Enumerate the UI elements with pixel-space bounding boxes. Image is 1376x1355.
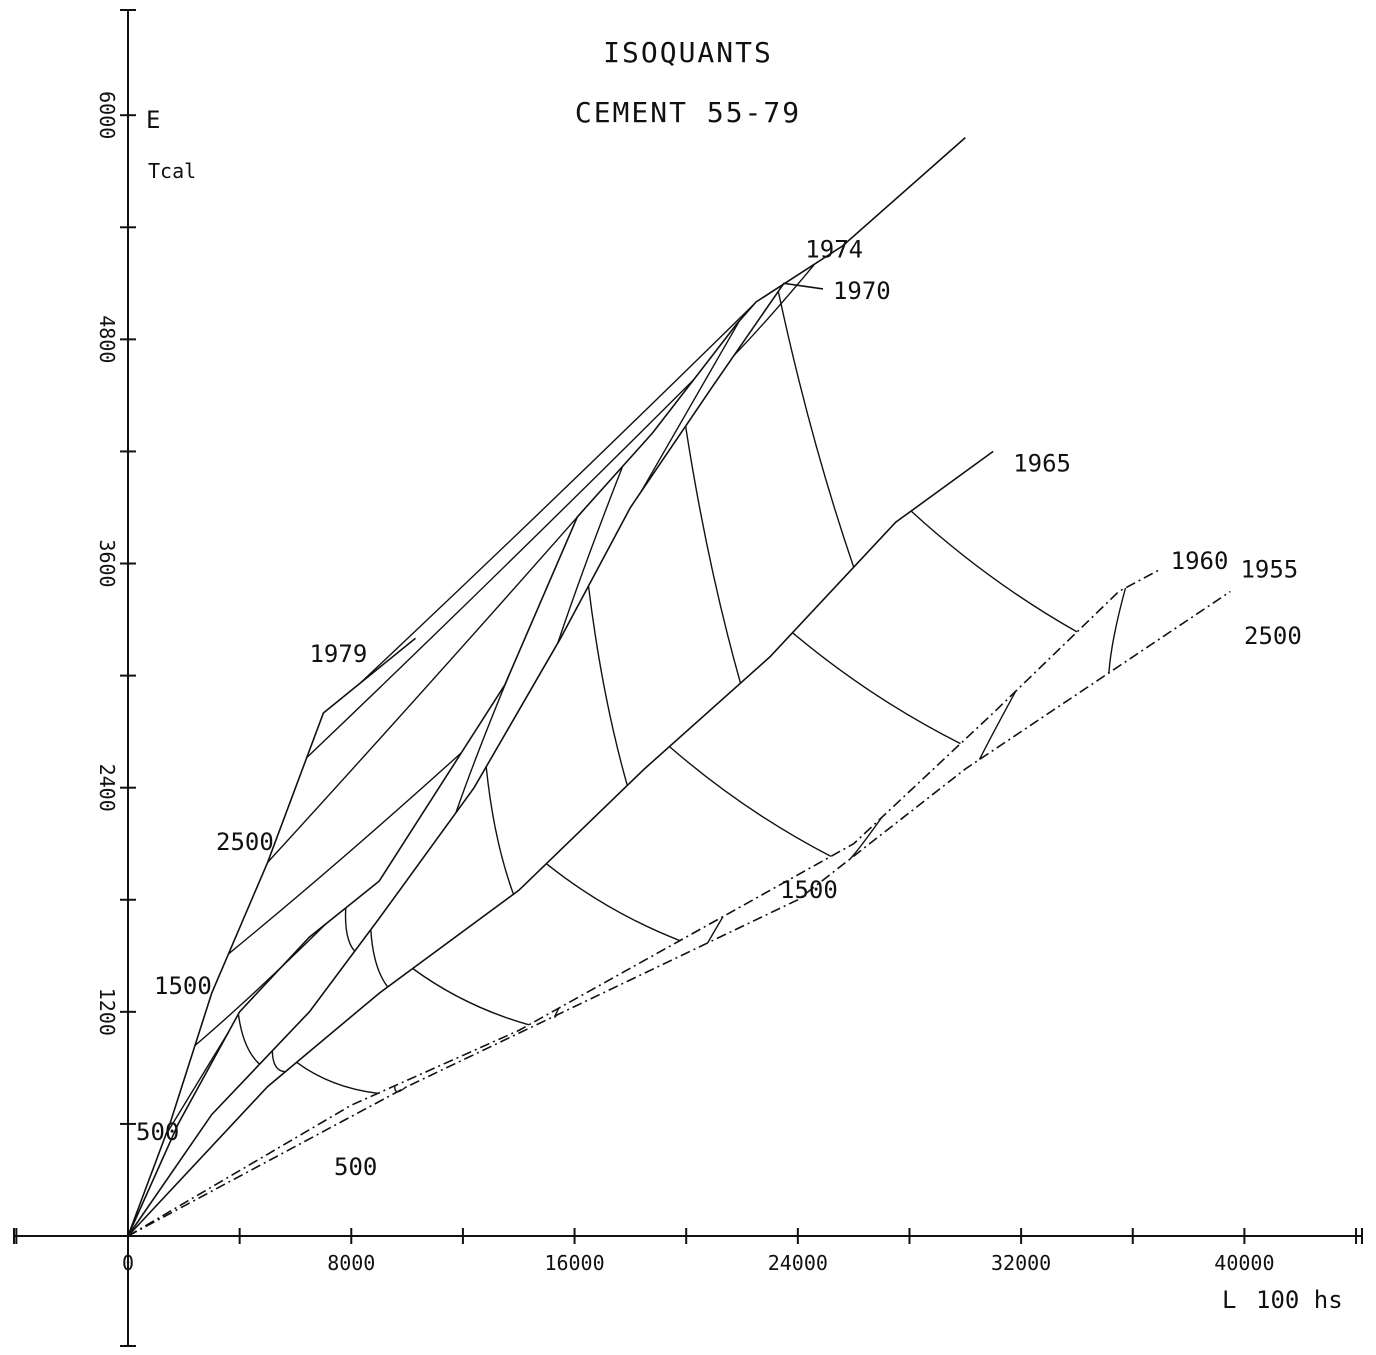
isoquant-curve bbox=[370, 929, 389, 988]
isoquant-label: 500 bbox=[136, 1118, 179, 1146]
series-line-1974 bbox=[127, 137, 966, 1237]
isoquant-curve bbox=[412, 967, 530, 1026]
isoquant-curve bbox=[554, 1007, 560, 1018]
isoquant-curve bbox=[669, 746, 832, 858]
isoquant-curve bbox=[910, 510, 1078, 633]
x-tick-label: 32000 bbox=[991, 1251, 1051, 1275]
y-tick-label: 2400 bbox=[95, 764, 119, 812]
isoquant-label: 2500 bbox=[1244, 622, 1302, 650]
series-label-1955: 1955 bbox=[1240, 556, 1298, 584]
isoquant-curve bbox=[296, 1061, 378, 1094]
x-tick-label: 16000 bbox=[544, 1251, 604, 1275]
isoquant-curve bbox=[587, 585, 628, 786]
x-axis-unit: 100 hs bbox=[1256, 1286, 1343, 1314]
series-label-1979: 1979 bbox=[309, 640, 367, 668]
isoquant-curve bbox=[359, 303, 755, 684]
isoquant-labels: 500 500 1500 1500 2500 2500 bbox=[136, 622, 1302, 1181]
y-tick-label: 6000 bbox=[95, 91, 119, 139]
series-label-1970: 1970 bbox=[833, 277, 891, 305]
isoquant-label: 2500 bbox=[216, 828, 274, 856]
series-lines bbox=[127, 137, 1231, 1237]
series-label-1965: 1965 bbox=[1013, 449, 1071, 477]
axes bbox=[13, 9, 1363, 1347]
isoquant-curve bbox=[228, 752, 462, 955]
chart-subtitle: CEMENT 55-79 bbox=[575, 96, 801, 129]
x-ticks: 0 8000 16000 24000 32000 40000 bbox=[15, 1228, 1358, 1275]
isoquant-curve bbox=[194, 923, 327, 1047]
y-tick-label: 3600 bbox=[95, 539, 119, 587]
y-tick-label: 4800 bbox=[95, 315, 119, 363]
y-tick-label: 1200 bbox=[95, 988, 119, 1036]
isoquant-curve bbox=[640, 320, 740, 493]
isoquant-curve bbox=[394, 1085, 406, 1093]
series-labels: 1979 1974 1970 1965 1960 1955 bbox=[309, 236, 1298, 669]
isoquant-curve bbox=[792, 632, 961, 745]
isoquant-curve bbox=[455, 674, 510, 813]
isoquant-label: 500 bbox=[334, 1153, 377, 1181]
series-line-1960 bbox=[127, 568, 1162, 1237]
series-line-1979 bbox=[127, 637, 417, 1237]
isoquant-curve bbox=[1108, 587, 1127, 673]
chart-title: ISOQUANTS bbox=[603, 36, 773, 69]
y-ticks: 1200 2400 3600 4800 6000 bbox=[95, 91, 136, 1125]
isoquant-curve bbox=[978, 690, 1017, 760]
isoquant-label: 1500 bbox=[154, 972, 212, 1000]
isoquant-label: 1500 bbox=[780, 876, 838, 904]
y-axis-label: E bbox=[146, 106, 160, 134]
x-tick-label: 24000 bbox=[768, 1251, 828, 1275]
isoquant-curve bbox=[684, 425, 742, 684]
isoquant-curve bbox=[557, 466, 624, 644]
y-axis-unit: Tcal bbox=[148, 159, 196, 183]
isoquant-curve bbox=[733, 263, 816, 356]
isoquant-curve bbox=[237, 1014, 261, 1065]
isoquant-curve bbox=[165, 1031, 230, 1136]
isoquant-lines bbox=[165, 263, 1127, 1136]
isoquant-curve bbox=[271, 1050, 286, 1073]
x-tick-label: 0 bbox=[122, 1251, 134, 1275]
isoquant-curve bbox=[306, 379, 695, 759]
x-tick-label: 40000 bbox=[1214, 1251, 1274, 1275]
isoquant-curve bbox=[267, 510, 584, 863]
isoquant-curve bbox=[545, 863, 681, 942]
isoquant-curve bbox=[485, 766, 515, 895]
isoquant-curve bbox=[849, 817, 883, 860]
isoquant-curve bbox=[777, 291, 855, 568]
isoquant-curve bbox=[344, 907, 356, 952]
series-line-1955 bbox=[127, 590, 1231, 1237]
series-label-1974: 1974 bbox=[805, 236, 863, 264]
x-axis-label: L bbox=[1222, 1286, 1236, 1314]
series-line-1965 bbox=[127, 450, 994, 1237]
series-line-1970 bbox=[127, 282, 824, 1237]
x-tick-label: 8000 bbox=[327, 1251, 375, 1275]
isoquant-curve bbox=[707, 916, 724, 944]
series-label-1960: 1960 bbox=[1171, 547, 1229, 575]
